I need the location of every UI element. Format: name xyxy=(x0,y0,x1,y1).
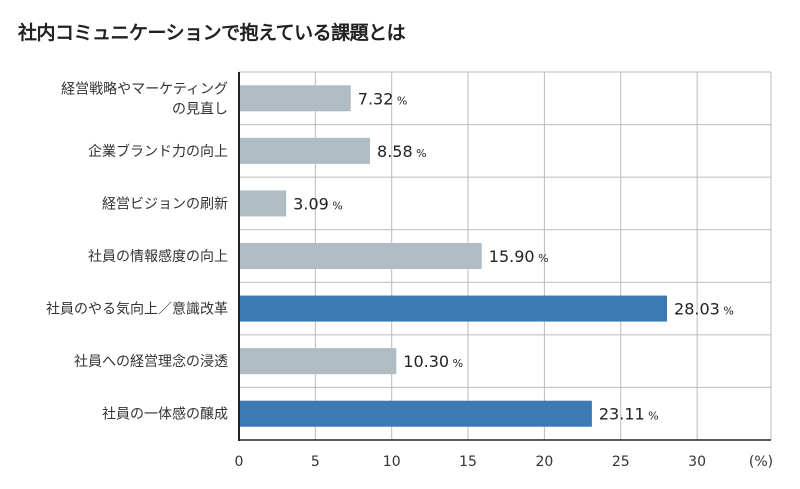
value-label: 23.11 % xyxy=(599,405,659,424)
value-unit: % xyxy=(645,410,659,423)
bar xyxy=(239,137,371,164)
value-number: 23.11 xyxy=(599,405,645,424)
bar xyxy=(239,190,287,217)
value-number: 10.30 xyxy=(403,352,449,371)
bar xyxy=(239,400,592,427)
bar xyxy=(239,348,397,375)
category-label: 経営戦略やマーケティング xyxy=(61,81,228,97)
x-tick-label: 20 xyxy=(535,454,553,470)
value-label: 10.30 % xyxy=(403,352,463,371)
value-unit: % xyxy=(720,305,734,318)
x-tick-label: 15 xyxy=(459,454,477,470)
x-tick-label: 25 xyxy=(612,454,630,470)
value-number: 8.58 xyxy=(377,142,413,161)
x-axis-unit-label: (%) xyxy=(749,454,773,470)
value-label: 3.09 % xyxy=(293,194,343,213)
value-label: 28.03 % xyxy=(674,300,734,319)
value-unit: % xyxy=(329,199,343,212)
value-unit: % xyxy=(535,252,549,265)
category-label: 社員の情報感度の向上 xyxy=(88,248,228,265)
chart-title: 社内コミュニケーションで抱えている課題とは xyxy=(18,22,406,44)
value-number: 15.90 xyxy=(489,247,535,266)
x-tick-label: 5 xyxy=(311,454,320,470)
x-tick-label: 30 xyxy=(688,454,706,470)
value-unit: % xyxy=(413,147,427,160)
value-unit: % xyxy=(449,357,463,370)
bar xyxy=(239,295,668,322)
value-number: 3.09 xyxy=(293,194,329,213)
category-label: の見直し xyxy=(172,100,228,117)
value-unit: % xyxy=(393,94,407,107)
x-tick-label: 10 xyxy=(383,454,401,470)
category-label: 社員の一体感の醸成 xyxy=(102,406,228,423)
category-label: 企業ブランド力の向上 xyxy=(88,143,228,160)
bar xyxy=(239,85,351,112)
value-number: 7.32 xyxy=(358,89,394,108)
value-number: 28.03 xyxy=(674,300,720,319)
category-label: 社員への経営理念の浸透 xyxy=(74,353,228,370)
category-label: 社員のやる気向上／意識改革 xyxy=(46,301,228,318)
value-label: 8.58 % xyxy=(377,142,427,161)
category-label: 経営ビジョンの刷新 xyxy=(102,196,228,212)
value-label: 7.32 % xyxy=(358,89,408,108)
x-tick-label: 0 xyxy=(235,454,244,470)
value-label: 15.90 % xyxy=(489,247,549,266)
bar xyxy=(239,243,482,269)
